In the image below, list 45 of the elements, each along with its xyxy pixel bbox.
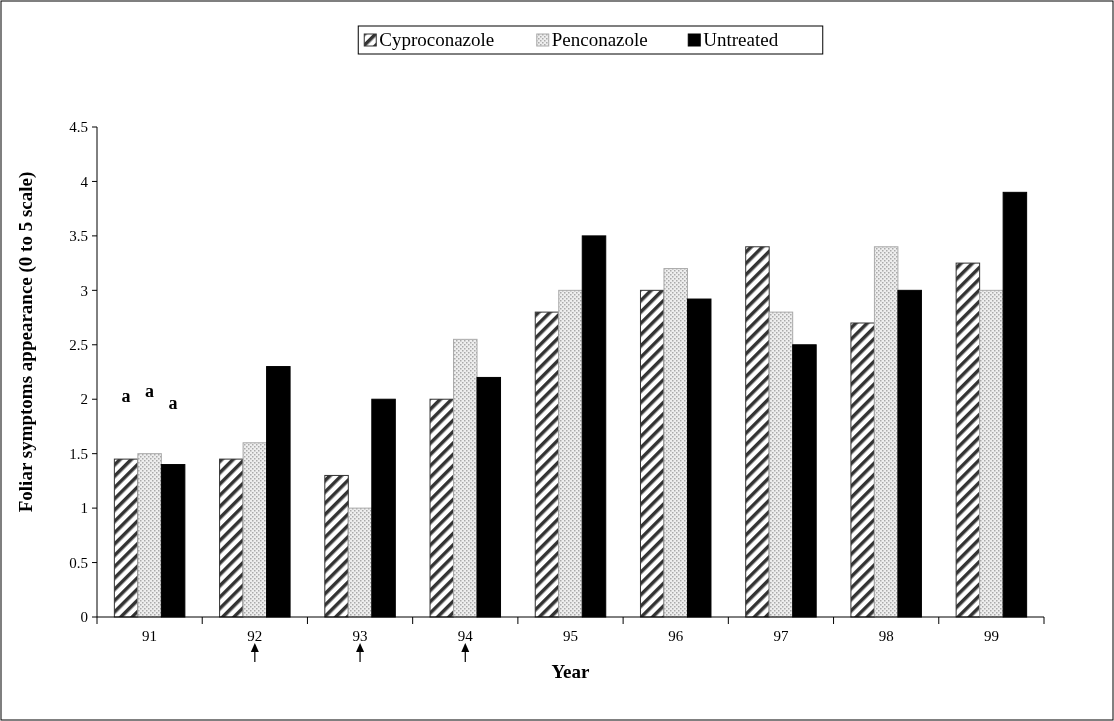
y-tick-label: 0 — [80, 609, 88, 626]
bar — [137, 453, 162, 618]
bar — [639, 289, 665, 618]
annotation: a — [145, 381, 155, 401]
x-tick-label: 96 — [668, 628, 684, 644]
bar — [113, 458, 139, 618]
bar — [663, 268, 688, 618]
x-tick-label: 93 — [352, 628, 368, 644]
legend-label: Untreated — [703, 29, 779, 50]
bar — [955, 262, 981, 618]
y-tick-label: 1.5 — [69, 445, 88, 462]
y-tick-label: 2.5 — [69, 337, 88, 354]
legend-label: Penconazole — [551, 29, 648, 50]
bar — [242, 442, 268, 618]
y-tick-label: 4 — [80, 173, 89, 190]
x-axis-title: Year — [551, 661, 591, 682]
y-tick-label: 3.5 — [69, 228, 88, 245]
y-tick-label: 4.5 — [69, 119, 88, 136]
annotation: a — [121, 386, 131, 406]
bar — [429, 398, 455, 618]
x-tick-label: 99 — [983, 628, 999, 644]
legend-label: Cyproconazole — [379, 29, 495, 50]
y-axis-title: Foliar symptoms appearance (0 to 5 scale) — [15, 171, 37, 513]
bar — [347, 507, 373, 618]
x-tick-label: 98 — [878, 628, 894, 644]
y-tick-label: 3 — [80, 282, 88, 299]
x-tick-label: 95 — [563, 628, 578, 644]
bar — [768, 311, 794, 618]
x-tick-label: 94 — [457, 628, 474, 644]
bar — [558, 289, 583, 618]
y-tick-label: 1 — [80, 500, 88, 517]
y-tick-label: 2 — [80, 391, 88, 408]
y-tick-label: 0.5 — [69, 554, 88, 571]
bar — [324, 474, 349, 618]
annotation: a — [168, 393, 178, 413]
bar — [219, 458, 244, 618]
bar — [850, 322, 875, 618]
bar — [745, 246, 770, 618]
x-tick-label: 92 — [247, 628, 263, 644]
x-tick-label: 91 — [142, 628, 158, 644]
bar — [873, 246, 899, 618]
bar — [534, 311, 560, 618]
bar — [979, 289, 1004, 618]
x-tick-label: 97 — [773, 628, 789, 644]
bar — [453, 338, 478, 618]
